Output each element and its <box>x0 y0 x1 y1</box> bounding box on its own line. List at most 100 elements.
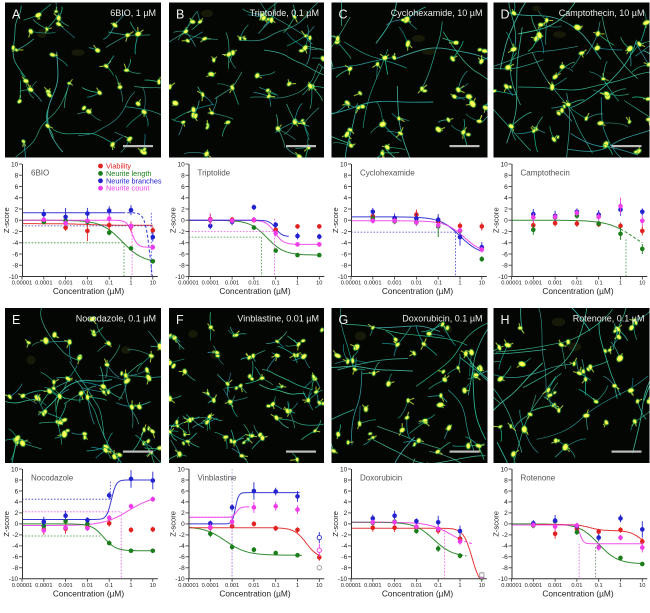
svg-text:6: 6 <box>15 488 19 495</box>
svg-text:10: 10 <box>316 583 322 589</box>
svg-text:Camptothecin, 10 µM: Camptothecin, 10 µM <box>559 8 645 18</box>
svg-text:Concentration (µM): Concentration (µM) <box>542 588 613 598</box>
svg-text:C: C <box>339 8 348 22</box>
svg-text:4: 4 <box>15 499 19 506</box>
svg-text:-6: -6 <box>341 554 347 561</box>
svg-text:0: 0 <box>504 218 508 225</box>
svg-text:6: 6 <box>181 488 185 495</box>
svg-text:Concentration (µM): Concentration (µM) <box>542 286 613 296</box>
svg-text:8: 8 <box>181 173 185 180</box>
svg-text:2: 2 <box>15 510 19 517</box>
svg-text:0.0001: 0.0001 <box>364 583 381 589</box>
svg-text:Concentration (µM): Concentration (µM) <box>53 286 124 296</box>
svg-text:1: 1 <box>296 281 299 287</box>
svg-text:10: 10 <box>11 161 19 168</box>
svg-text:0.0001: 0.0001 <box>525 583 542 589</box>
svg-text:0: 0 <box>181 521 185 528</box>
svg-text:6: 6 <box>344 184 348 191</box>
svg-text:E: E <box>12 313 20 327</box>
svg-text:-2: -2 <box>179 532 185 539</box>
svg-text:Nocodazole, 0.1 µM: Nocodazole, 0.1 µM <box>76 314 156 324</box>
svg-text:Z-score: Z-score <box>492 207 501 233</box>
svg-text:0.00001: 0.00001 <box>341 583 362 589</box>
svg-text:Nocodazole: Nocodazole <box>31 474 74 483</box>
svg-text:0.0001: 0.0001 <box>202 281 219 287</box>
svg-text:Vinblastine, 0.01 µM: Vinblastine, 0.01 µM <box>237 314 319 324</box>
svg-text:-8: -8 <box>341 565 347 572</box>
svg-text:10: 10 <box>340 466 348 473</box>
svg-text:H: H <box>501 313 510 327</box>
svg-text:A: A <box>12 8 21 22</box>
svg-text:4: 4 <box>504 195 508 202</box>
svg-text:10: 10 <box>177 161 185 168</box>
svg-text:B: B <box>176 8 184 22</box>
svg-text:Z-score: Z-score <box>331 511 340 537</box>
svg-text:F: F <box>176 313 184 327</box>
svg-text:Z-score: Z-score <box>331 207 340 233</box>
svg-text:10: 10 <box>500 161 508 168</box>
svg-text:10: 10 <box>316 281 322 287</box>
svg-text:-2: -2 <box>12 229 18 236</box>
svg-text:4: 4 <box>181 499 185 506</box>
svg-text:1: 1 <box>296 583 299 589</box>
svg-text:0.00001: 0.00001 <box>178 583 199 589</box>
svg-text:Z-score: Z-score <box>492 511 501 537</box>
svg-text:-6: -6 <box>12 554 18 561</box>
svg-text:-2: -2 <box>341 532 347 539</box>
svg-text:0.00001: 0.00001 <box>178 281 199 287</box>
svg-text:10: 10 <box>150 583 156 589</box>
svg-text:0.00001: 0.00001 <box>12 583 33 589</box>
svg-text:0.00001: 0.00001 <box>501 583 522 589</box>
svg-text:Z-score: Z-score <box>2 207 11 233</box>
svg-text:2: 2 <box>15 206 19 213</box>
svg-text:10: 10 <box>500 466 508 473</box>
svg-text:0: 0 <box>15 521 19 528</box>
svg-text:Triptolide: Triptolide <box>198 169 231 178</box>
svg-text:Rotenone: Rotenone <box>521 474 556 483</box>
svg-text:-4: -4 <box>502 543 508 550</box>
svg-text:0: 0 <box>15 218 19 225</box>
svg-text:2: 2 <box>504 206 508 213</box>
svg-text:Concentration (µM): Concentration (µM) <box>382 286 453 296</box>
svg-text:2: 2 <box>344 510 348 517</box>
svg-text:-6: -6 <box>502 251 508 258</box>
svg-text:-6: -6 <box>502 554 508 561</box>
svg-text:-4: -4 <box>502 240 508 247</box>
svg-text:1: 1 <box>129 281 132 287</box>
svg-text:-2: -2 <box>502 229 508 236</box>
svg-text:Doxorubicin, 0.1 µM: Doxorubicin, 0.1 µM <box>402 314 482 324</box>
svg-text:0.0001: 0.0001 <box>35 583 52 589</box>
svg-text:-4: -4 <box>341 543 347 550</box>
svg-text:0: 0 <box>504 521 508 528</box>
svg-text:-2: -2 <box>341 229 347 236</box>
svg-text:4: 4 <box>504 499 508 506</box>
svg-text:0.00001: 0.00001 <box>341 281 362 287</box>
svg-text:6: 6 <box>15 184 19 191</box>
svg-text:6: 6 <box>181 184 185 191</box>
svg-text:0.0001: 0.0001 <box>525 281 542 287</box>
svg-text:4: 4 <box>344 195 348 202</box>
svg-text:-8: -8 <box>502 565 508 572</box>
svg-text:-8: -8 <box>12 565 18 572</box>
svg-text:Vinblastine: Vinblastine <box>198 474 238 483</box>
svg-text:0.0001: 0.0001 <box>35 281 52 287</box>
svg-text:10: 10 <box>177 466 185 473</box>
svg-text:-2: -2 <box>12 532 18 539</box>
svg-text:4: 4 <box>181 195 185 202</box>
svg-text:Triptolide, 0.1 µM: Triptolide, 0.1 µM <box>250 8 319 18</box>
svg-text:10: 10 <box>479 281 485 287</box>
svg-text:-2: -2 <box>179 229 185 236</box>
svg-text:Z-score: Z-score <box>169 207 178 233</box>
svg-text:-8: -8 <box>179 565 185 572</box>
svg-text:Z-score: Z-score <box>169 511 178 537</box>
svg-text:1: 1 <box>458 281 461 287</box>
svg-text:10: 10 <box>639 583 645 589</box>
svg-text:-8: -8 <box>502 263 508 270</box>
svg-text:6BIO: 6BIO <box>31 169 49 178</box>
svg-text:0: 0 <box>181 218 185 225</box>
svg-text:0: 0 <box>344 521 348 528</box>
svg-text:-4: -4 <box>12 240 18 247</box>
svg-text:6BIO, 1 µM: 6BIO, 1 µM <box>110 8 156 18</box>
svg-text:-4: -4 <box>179 240 185 247</box>
svg-text:Cyclohexamide: Cyclohexamide <box>360 169 415 178</box>
